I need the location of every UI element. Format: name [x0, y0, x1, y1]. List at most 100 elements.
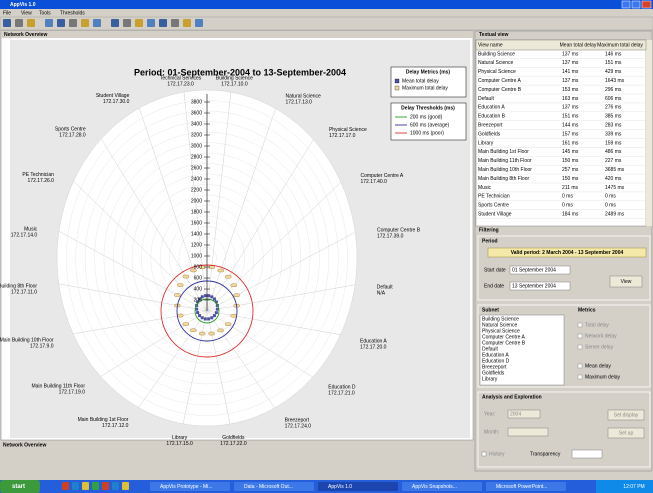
clock: 12:07 PM — [623, 484, 644, 490]
taskbar-item[interactable] — [486, 482, 566, 491]
scale-label: 1800 — [191, 209, 202, 215]
spoke — [73, 310, 208, 335]
start-date-select[interactable] — [509, 265, 571, 275]
checkbox[interactable] — [577, 322, 583, 328]
spoke-ip: 172.17.17.0 — [329, 133, 356, 139]
spoke — [206, 284, 356, 312]
scale-label: 2400 — [191, 176, 202, 182]
overview-header-bg — [1, 31, 473, 38]
scale-label: 200 — [194, 297, 203, 303]
start-button[interactable] — [0, 480, 40, 493]
scale-label: 2200 — [191, 187, 202, 193]
legend-title: Delay Thresholds (ms) — [401, 105, 455, 111]
toolbar-button[interactable] — [57, 19, 65, 27]
mean-delay-marker — [215, 307, 219, 311]
toolbar-button[interactable] — [69, 19, 77, 27]
toolbar-button[interactable] — [147, 19, 155, 27]
maximize-button[interactable] — [631, 0, 641, 9]
table-cell: Education B — [478, 114, 506, 120]
quick-launch-icon[interactable] — [122, 482, 129, 490]
toolbar-button[interactable] — [93, 19, 101, 27]
scale-label: 2000 — [191, 198, 202, 204]
overview-header: Network Overview — [4, 32, 47, 38]
checkbox-label: Server delay — [585, 344, 614, 350]
spoke-ip: 172.17.14.0 — [11, 232, 38, 238]
end-date-select[interactable] — [509, 281, 571, 291]
table-cell: 145 ms — [562, 149, 579, 155]
button-label: View — [621, 279, 632, 285]
menu-item[interactable]: Tools — [39, 10, 51, 16]
toolbar-button[interactable] — [135, 19, 143, 27]
history-checkbox[interactable] — [481, 451, 487, 457]
month-select[interactable] — [507, 427, 549, 437]
year-select[interactable] — [507, 409, 541, 419]
taskbar-item[interactable] — [318, 482, 398, 491]
checkbox[interactable] — [577, 363, 583, 369]
set-display-button[interactable] — [607, 409, 645, 421]
spoke-name: Main Building 1st Floor — [78, 417, 129, 423]
menu-item[interactable]: File — [3, 10, 11, 16]
transparency-select[interactable] — [571, 449, 603, 459]
minimize-button[interactable] — [621, 0, 631, 9]
close-button[interactable] — [641, 0, 652, 9]
quick-launch-icon[interactable] — [62, 482, 69, 490]
toolbar-button[interactable] — [15, 19, 23, 27]
menu-item[interactable]: View — [21, 10, 32, 16]
toolbar-button[interactable] — [3, 19, 11, 27]
scale-label: 3800 — [191, 99, 202, 105]
thresholds-legend — [390, 102, 467, 141]
checkbox[interactable] — [577, 333, 583, 339]
spoke — [206, 310, 231, 425]
section-header: Filtering — [479, 227, 499, 233]
taskbar-item[interactable] — [402, 482, 482, 491]
taskbar-item[interactable] — [150, 482, 230, 491]
spoke — [73, 181, 208, 312]
checkbox[interactable] — [577, 344, 583, 350]
toolbar-button[interactable] — [123, 19, 131, 27]
spoke — [138, 310, 208, 408]
table-cell: 1643 ms — [605, 78, 625, 84]
quick-launch-icon[interactable] — [102, 482, 109, 490]
taskbar-item-label: Microsoft PowerPoint... — [496, 484, 547, 490]
table-cell: 137 ms — [562, 78, 579, 84]
toolbar-button[interactable] — [81, 19, 89, 27]
spoke-ip: 172.17.13.0 — [286, 99, 313, 105]
toolbar-button[interactable] — [111, 19, 119, 27]
spoke-name: Student Village — [96, 93, 130, 99]
quick-launch-icon[interactable] — [92, 482, 99, 490]
list-item: Physical Science — [482, 328, 520, 334]
table-cell: Main Building 11th Floor — [478, 158, 532, 164]
taskbar-item[interactable] — [234, 482, 314, 491]
table-cell: 606 ms — [605, 96, 622, 102]
toolbar-button[interactable] — [183, 19, 191, 27]
spoke-ip: 172.17.9.0 — [30, 343, 54, 349]
set-up-button[interactable] — [607, 427, 645, 439]
subnet-list[interactable] — [479, 314, 565, 386]
table-cell: 137 ms — [562, 105, 579, 111]
toolbar-button[interactable] — [159, 19, 167, 27]
quick-launch-icon[interactable] — [112, 482, 119, 490]
section-header: Textual view — [479, 32, 508, 38]
subnet-metrics-group — [477, 304, 651, 388]
menu-item[interactable]: Thresholds — [60, 10, 85, 16]
table-scrollbar[interactable] — [646, 40, 652, 226]
spoke — [100, 310, 208, 377]
toolbar-button[interactable] — [27, 19, 35, 27]
toolbar-button[interactable] — [45, 19, 53, 27]
view-button[interactable] — [609, 275, 643, 288]
toolbar-button[interactable] — [171, 19, 179, 27]
quick-launch-icon[interactable] — [82, 482, 89, 490]
mean-delay-marker — [203, 317, 207, 321]
max-delay-marker — [199, 331, 206, 336]
table-cell: 159 ms — [605, 140, 622, 146]
table-cell: 0 ms — [605, 203, 616, 209]
scale-label: 400 — [194, 286, 203, 292]
column-header: View name — [478, 42, 503, 48]
toolbar-button[interactable] — [195, 19, 203, 27]
table-cell: Breezeport — [478, 123, 503, 129]
quick-launch-icon[interactable] — [72, 482, 79, 490]
taskbar-item-label: Data - Microsoft Out... — [244, 484, 293, 490]
table-cell: 2489 ms — [605, 212, 625, 218]
checkbox[interactable] — [577, 374, 583, 380]
